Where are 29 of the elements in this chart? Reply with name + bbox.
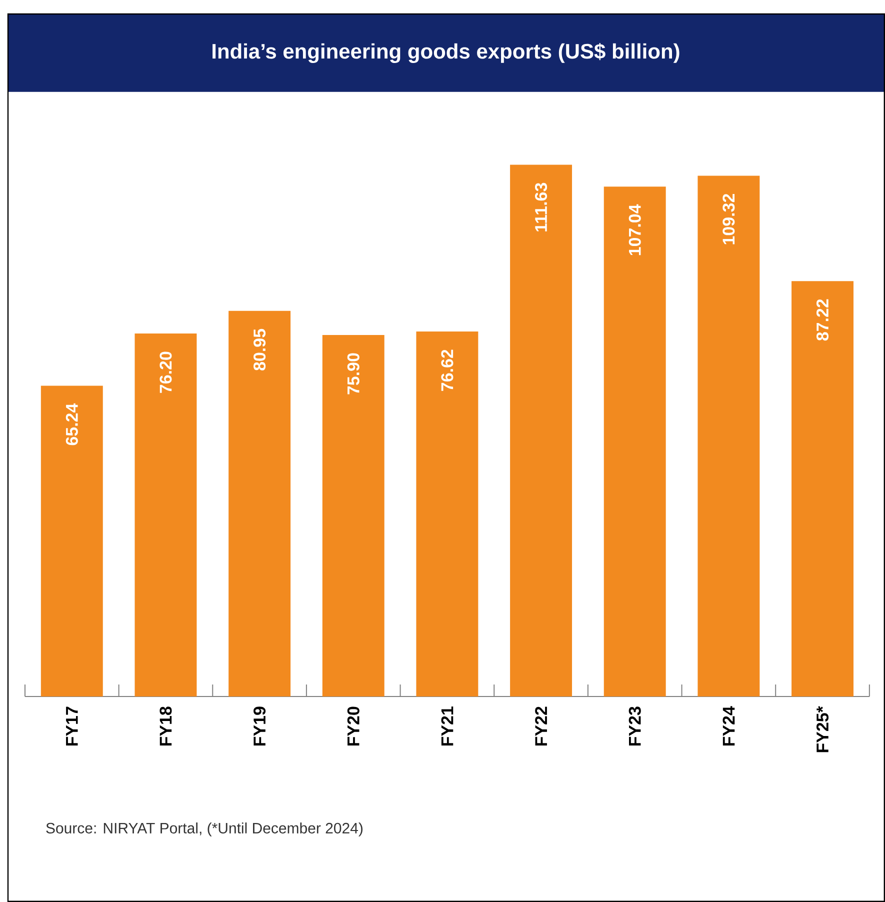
bar: [322, 334, 384, 697]
data-label: 76.20: [160, 352, 172, 393]
chart-title: India’s engineering goods exports (US$ billion): [212, 42, 680, 63]
x-tick-label: FY20: [347, 706, 360, 746]
x-tick-label: FY21: [441, 706, 454, 746]
bar: [792, 281, 854, 697]
x-tick-label: FY25*: [816, 706, 829, 752]
data-label: 80.95: [254, 328, 266, 370]
source-note: Source: NIRYAT Portal, (*Until December 2024): [46, 822, 362, 836]
data-label: 87.22: [816, 299, 829, 341]
bar: [604, 186, 666, 697]
x-tick-label: FY23: [628, 706, 641, 746]
data-label: 65.24: [66, 403, 78, 446]
bar: [416, 332, 478, 697]
data-label: 107.04: [628, 204, 641, 256]
x-tick-label: FY17: [66, 706, 78, 746]
data-label: 111.63: [535, 182, 548, 232]
data-label: 76.62: [441, 350, 454, 391]
x-tick-label: FY22: [535, 706, 547, 746]
bar: [40, 386, 103, 697]
x-tick-label: FY19: [254, 706, 266, 746]
bar: [134, 334, 197, 697]
bar: [228, 310, 291, 697]
bar: [510, 164, 572, 697]
x-tick-label: FY18: [160, 706, 172, 746]
data-label: 109.32: [722, 194, 735, 244]
data-label: 75.90: [347, 353, 360, 394]
bar: [698, 176, 760, 697]
x-tick-label: FY24: [722, 706, 735, 746]
